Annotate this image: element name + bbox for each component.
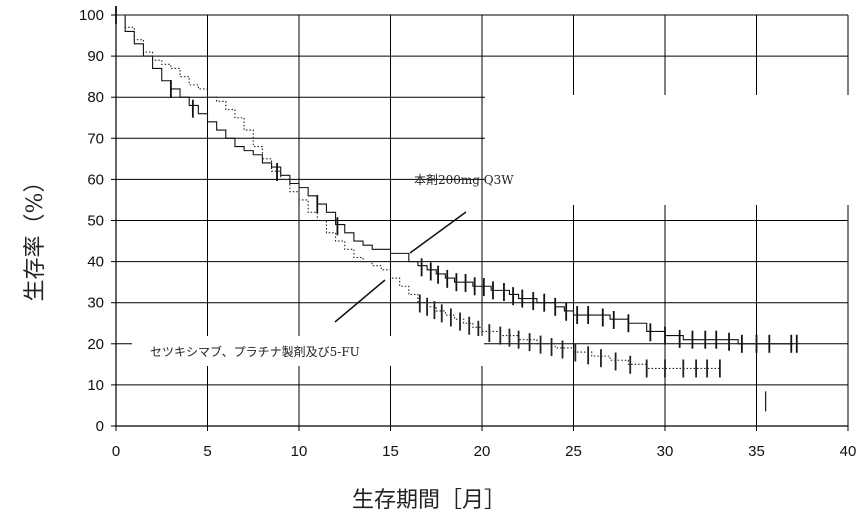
series-2 bbox=[116, 14, 721, 378]
label-mask bbox=[132, 336, 484, 366]
y-axis-title: 生存率（%） bbox=[23, 171, 48, 302]
annotation-control: セツキシマブ、プラチナ製剤及び5-FU bbox=[150, 344, 360, 359]
x-tick-label: 20 bbox=[474, 443, 491, 460]
x-tick-label: 25 bbox=[565, 443, 582, 460]
y-tick-label: 60 bbox=[87, 171, 104, 188]
axes bbox=[111, 14, 849, 431]
y-tick-label: 20 bbox=[87, 336, 104, 353]
x-tick-label: 0 bbox=[112, 443, 120, 460]
x-tick-label: 30 bbox=[657, 443, 674, 460]
label-backgrounds bbox=[132, 95, 853, 366]
y-tick-label: 90 bbox=[87, 48, 104, 65]
x-tick-label: 15 bbox=[382, 443, 399, 460]
y-tick-label: 40 bbox=[87, 254, 104, 271]
y-tick-label: 0 bbox=[96, 418, 104, 435]
annotation-leader-pembrolizumab bbox=[409, 211, 467, 254]
x-tick-label: 5 bbox=[203, 443, 211, 460]
y-tick-label: 10 bbox=[87, 377, 104, 394]
series-1 bbox=[115, 6, 798, 353]
y-tick-label: 30 bbox=[87, 295, 104, 312]
series-line bbox=[116, 14, 794, 345]
annotation-pembrolizumab: 本剤200mg Q3W bbox=[414, 172, 514, 187]
y-tick-label: 100 bbox=[79, 7, 104, 24]
label-mask bbox=[485, 95, 853, 205]
x-tick-label: 40 bbox=[840, 443, 857, 460]
y-tick-label: 50 bbox=[87, 213, 104, 230]
series-line bbox=[116, 14, 720, 370]
annotation-leader-control bbox=[334, 279, 386, 323]
x-tick-label: 35 bbox=[748, 443, 765, 460]
x-axis-title: 生存期間［月］ bbox=[352, 488, 506, 513]
y-tick-label: 70 bbox=[87, 130, 104, 147]
series-group bbox=[115, 6, 798, 412]
x-tick-labels: 0 5 10 15 20 25 30 35 40 bbox=[112, 443, 857, 460]
y-tick-label: 80 bbox=[87, 89, 104, 106]
y-tick-labels: 0 10 20 30 40 50 60 70 80 90 100 bbox=[79, 7, 104, 435]
x-tick-label: 10 bbox=[291, 443, 308, 460]
